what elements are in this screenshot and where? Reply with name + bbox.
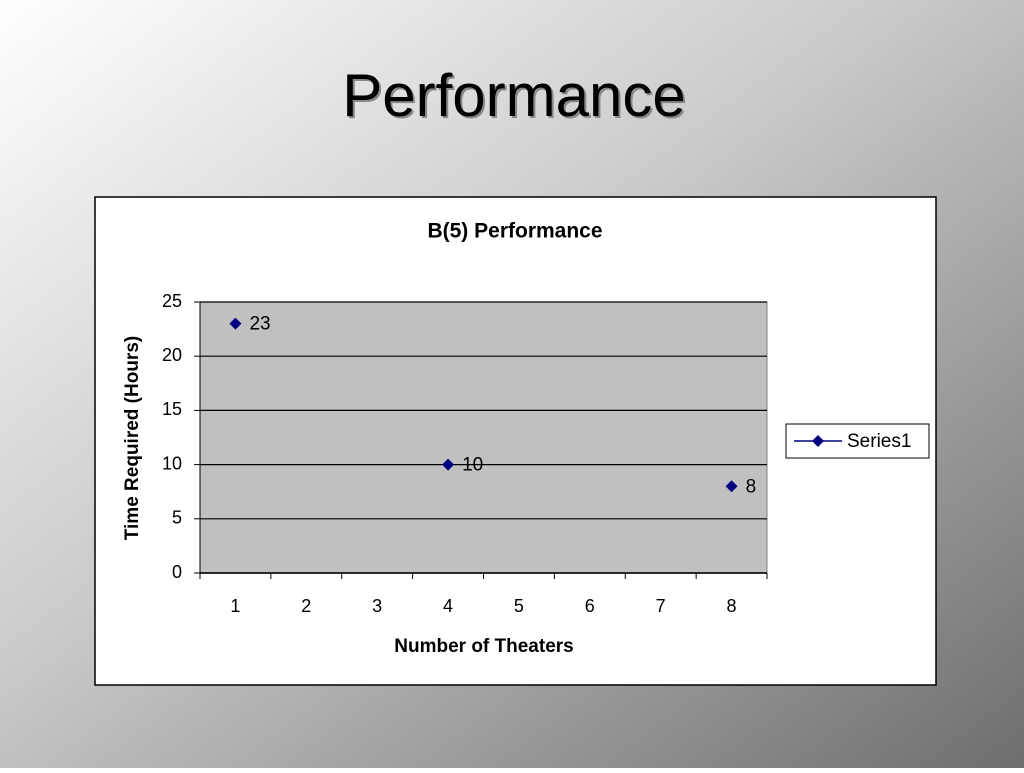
data-point <box>442 458 455 471</box>
data-label: 10 <box>462 455 483 476</box>
plot-area <box>199 301 768 574</box>
x-tick-label: 4 <box>443 596 453 616</box>
x-axis-label: Number of Theaters <box>394 636 573 657</box>
x-tick-label: 3 <box>372 596 382 616</box>
legend-label: Series1 <box>847 431 911 452</box>
x-tick-label: 8 <box>727 596 737 616</box>
data-label: 8 <box>746 476 757 497</box>
x-tick-label: 7 <box>656 596 666 616</box>
chart: B(5) Performance Number of Theaters Time… <box>122 220 930 657</box>
y-tick-label: 25 <box>162 291 182 311</box>
data-point <box>725 480 738 493</box>
x-tick-label: 6 <box>585 596 595 616</box>
x-tick-label: 1 <box>230 596 240 616</box>
chart-title: B(5) Performance <box>427 220 602 243</box>
legend-marker <box>812 435 824 447</box>
y-tick-label: 0 <box>172 562 182 582</box>
x-tick-label: 5 <box>514 596 524 616</box>
y-tick-label: 15 <box>162 399 182 419</box>
x-tick-label: 2 <box>301 596 311 616</box>
slide-title: Performance <box>342 62 685 129</box>
y-tick-label: 5 <box>172 508 182 528</box>
y-tick-label: 10 <box>162 453 182 473</box>
slide-title-shadow: Performance <box>344 64 687 131</box>
y-tick-label: 20 <box>162 345 182 365</box>
data-point <box>229 317 242 330</box>
y-axis-label: Time Required (Hours) <box>122 336 143 540</box>
data-label: 23 <box>249 314 270 335</box>
